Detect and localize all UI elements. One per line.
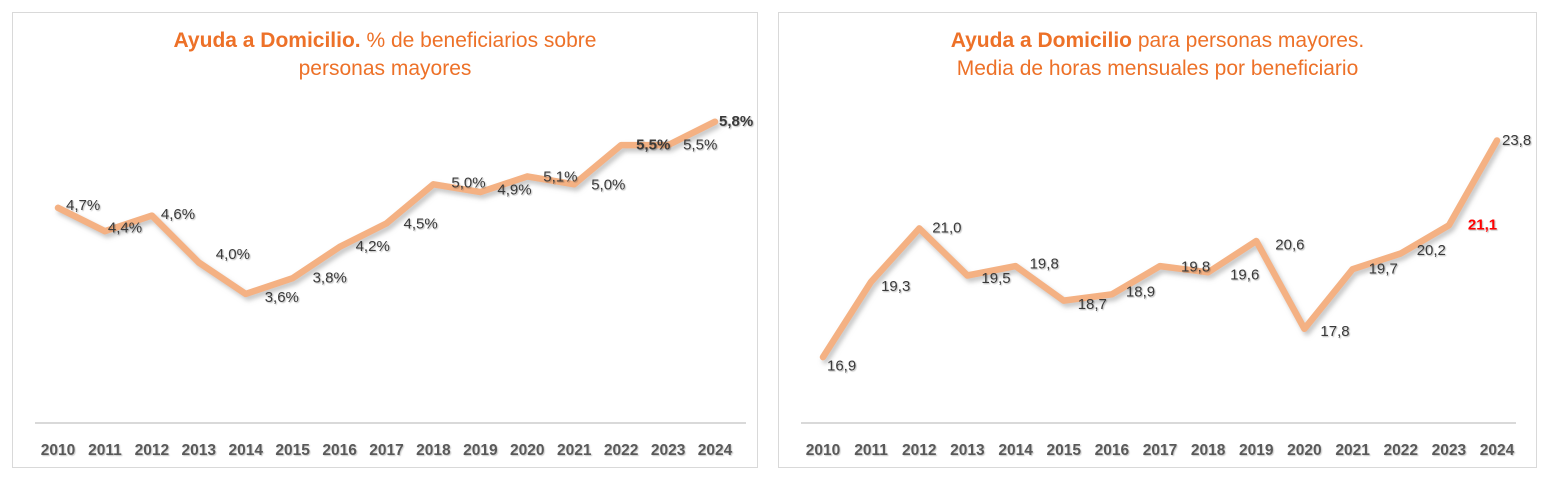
x-axis-label: 2015 <box>275 442 310 459</box>
x-axis-label: 2011 <box>854 442 888 459</box>
data-label: 4,7% <box>66 197 100 214</box>
x-axis-label: 2018 <box>416 442 451 459</box>
data-label: 19,5 <box>981 270 1010 287</box>
data-label: 4,4% <box>108 219 142 236</box>
data-label: 4,0% <box>216 246 250 263</box>
x-axis-label: 2014 <box>998 442 1033 459</box>
data-line <box>54 118 719 298</box>
x-axis-label: 2019 <box>463 442 498 459</box>
data-label: 16,9 <box>827 357 856 374</box>
chart-title-line1: Ayuda a Domicilio. % de beneficiarios so… <box>13 27 757 55</box>
data-label: 19,8 <box>1181 258 1210 275</box>
line-chart-beneficiaries-pct: 2010 2011 2012 2013 2014 2015 2016 2017 2018 2019… <box>35 113 753 459</box>
x-axis-label: 2021 <box>557 442 592 459</box>
chart-panel-monthly-hours: Ayuda a Domicilio para personas mayores.… <box>778 12 1537 468</box>
data-label: 4,9% <box>497 181 531 198</box>
x-axis-label: 2023 <box>1432 442 1467 459</box>
x-axis-label: 2011 <box>88 442 122 459</box>
data-label: 21,0 <box>932 220 961 237</box>
data-label: 19,7 <box>1369 260 1398 277</box>
line-chart-monthly-hours: 2010 2011 2012 2013 2014 2015 2016 2017 2018 2019… <box>801 132 1531 459</box>
data-label: 21,1 <box>1468 217 1497 234</box>
data-label: 20,2 <box>1417 242 1446 259</box>
x-axis-label: 2020 <box>510 442 544 459</box>
chart-title-rest: para personas mayores. <box>1131 29 1365 52</box>
data-label: 5,5% <box>683 136 717 153</box>
data-label: 20,6 <box>1275 236 1304 253</box>
chart-title-line1: Ayuda a Domicilio para personas mayores. <box>779 27 1536 55</box>
data-label: 5,5% <box>636 136 670 153</box>
x-axis-label: 2010 <box>806 442 840 459</box>
data-label: 18,7 <box>1078 296 1107 313</box>
data-label: 4,2% <box>356 238 390 255</box>
chart-title-line2: Media de horas mensuales por beneficiari… <box>956 57 1359 80</box>
chart-title-monthly-hours: Ayuda a Domicilio para personas mayores.… <box>779 27 1536 83</box>
x-axis-label: 2024 <box>1480 442 1515 459</box>
data-label: 19,8 <box>1030 255 1059 272</box>
data-label: 3,8% <box>313 269 347 286</box>
x-axis-label: 2014 <box>228 442 263 459</box>
x-axis-label: 2021 <box>1335 442 1370 459</box>
x-axis-label: 2024 <box>698 442 733 459</box>
x-axis-label: 2012 <box>902 442 936 459</box>
chart-title-line2: personas mayores <box>298 57 472 80</box>
x-axis-label: 2017 <box>1143 442 1177 459</box>
x-axis-label: 2010 <box>41 442 75 459</box>
data-label: 19,6 <box>1230 267 1259 284</box>
chart-panel-beneficiaries-pct: Ayuda a Domicilio. % de beneficiarios so… <box>12 12 758 468</box>
x-axis-label: 2012 <box>135 442 169 459</box>
x-axis-label: 2023 <box>651 442 686 459</box>
chart-title-beneficiaries-pct: Ayuda a Domicilio. % de beneficiarios so… <box>13 27 757 83</box>
data-label: 19,3 <box>881 278 910 295</box>
x-axis-label: 2017 <box>369 442 403 459</box>
data-label: 5,8% <box>719 113 753 130</box>
data-label: 4,6% <box>161 206 195 223</box>
data-label: 18,9 <box>1126 284 1155 301</box>
x-axis-label: 2016 <box>322 442 357 459</box>
data-label: 17,8 <box>1320 323 1349 340</box>
x-axis-label: 2013 <box>182 442 217 459</box>
chart-title-bold: Ayuda a Domicilio. <box>173 29 361 52</box>
x-axis-label: 2013 <box>950 442 985 459</box>
chart-title-bold: Ayuda a Domicilio <box>950 29 1132 52</box>
x-axis-label: 2018 <box>1191 442 1226 459</box>
x-axis-label: 2015 <box>1046 442 1081 459</box>
x-axis-label: 2019 <box>1239 442 1274 459</box>
data-label: 5,1% <box>543 169 577 186</box>
x-axis-label: 2016 <box>1095 442 1130 459</box>
chart-title-rest: % de beneficiarios sobre <box>360 29 597 52</box>
data-line <box>819 137 1501 361</box>
data-label: 3,6% <box>265 289 299 306</box>
data-label: 5,0% <box>591 177 625 194</box>
data-label: 23,8 <box>1502 132 1531 149</box>
x-axis-label: 2022 <box>1383 442 1417 459</box>
data-label: 4,5% <box>404 216 438 233</box>
x-axis-label: 2020 <box>1287 442 1321 459</box>
x-axis-label: 2022 <box>604 442 638 459</box>
data-label: 5,0% <box>451 175 485 192</box>
